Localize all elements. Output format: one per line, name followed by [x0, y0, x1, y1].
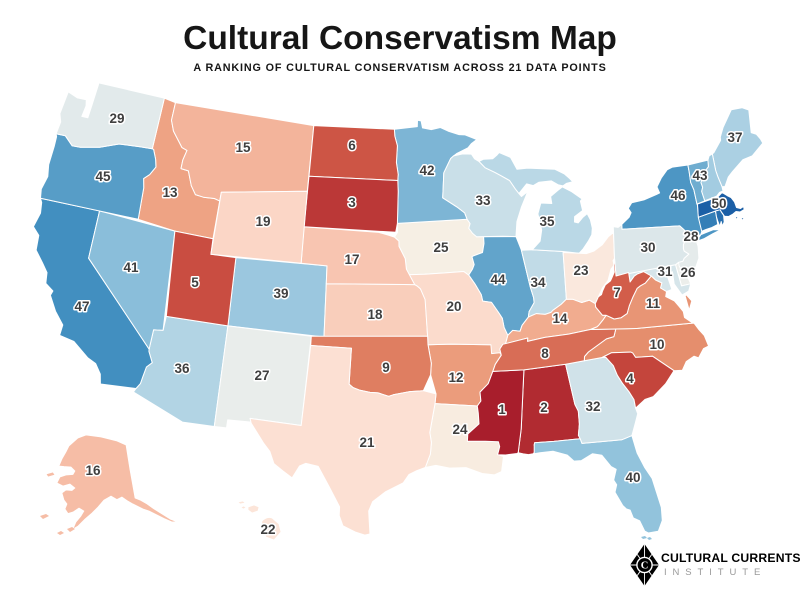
svg-text:45: 45 — [95, 169, 111, 184]
svg-text:9: 9 — [382, 360, 390, 375]
svg-text:36: 36 — [174, 361, 190, 376]
svg-text:41: 41 — [123, 260, 139, 275]
svg-text:11: 11 — [646, 296, 661, 311]
svg-text:CULTURAL CURRENTS: CULTURAL CURRENTS — [661, 551, 800, 565]
svg-text:43: 43 — [692, 168, 708, 183]
svg-text:13: 13 — [162, 185, 178, 200]
svg-text:34: 34 — [530, 275, 546, 290]
svg-text:5: 5 — [191, 275, 199, 290]
svg-text:46: 46 — [670, 188, 686, 203]
svg-text:4: 4 — [626, 371, 634, 386]
svg-text:28: 28 — [683, 229, 699, 244]
svg-text:44: 44 — [490, 272, 506, 287]
svg-text:50: 50 — [711, 196, 726, 211]
svg-text:18: 18 — [367, 307, 383, 322]
svg-text:26: 26 — [680, 265, 696, 280]
svg-text:INSTITUTE: INSTITUTE — [664, 567, 766, 578]
svg-text:7: 7 — [613, 285, 621, 300]
svg-text:2: 2 — [540, 400, 548, 415]
svg-text:19: 19 — [255, 214, 270, 229]
svg-text:24: 24 — [452, 422, 468, 437]
svg-text:31: 31 — [657, 264, 673, 279]
svg-text:40: 40 — [625, 470, 640, 485]
svg-text:42: 42 — [419, 163, 434, 178]
svg-text:37: 37 — [727, 130, 742, 145]
svg-text:20: 20 — [446, 299, 461, 314]
svg-text:30: 30 — [640, 240, 655, 255]
svg-text:39: 39 — [273, 286, 288, 301]
svg-text:15: 15 — [235, 140, 251, 155]
svg-text:16: 16 — [85, 463, 101, 478]
svg-text:10: 10 — [649, 337, 664, 352]
svg-text:27: 27 — [254, 368, 269, 383]
svg-text:17: 17 — [344, 252, 359, 267]
svg-text:32: 32 — [585, 399, 600, 414]
svg-text:23: 23 — [573, 263, 589, 278]
svg-text:25: 25 — [433, 240, 449, 255]
svg-text:47: 47 — [74, 299, 89, 314]
svg-text:1: 1 — [498, 402, 506, 417]
svg-text:C: C — [641, 560, 649, 571]
svg-text:29: 29 — [109, 111, 124, 126]
svg-text:35: 35 — [539, 214, 555, 229]
svg-text:8: 8 — [541, 346, 549, 361]
svg-text:33: 33 — [475, 193, 491, 208]
svg-text:22: 22 — [260, 522, 275, 537]
svg-text:12: 12 — [448, 370, 463, 385]
svg-text:14: 14 — [552, 311, 568, 326]
svg-text:3: 3 — [348, 195, 356, 210]
svg-text:6: 6 — [348, 138, 356, 153]
svg-text:21: 21 — [359, 435, 375, 450]
